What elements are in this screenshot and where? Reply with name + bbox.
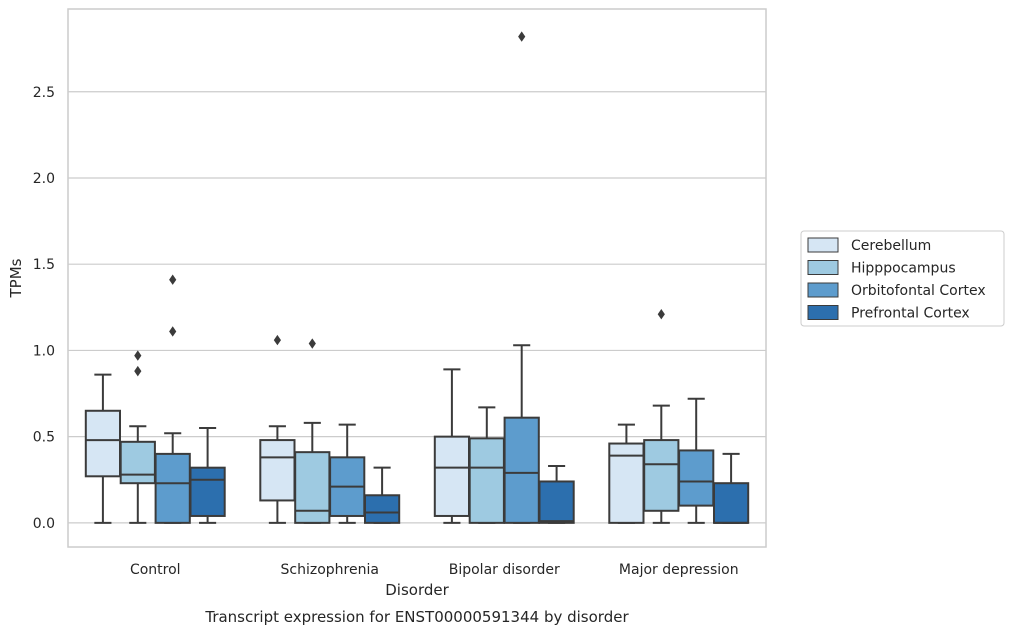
box-iqr [538,480,575,524]
plot-area-frame [67,8,767,548]
legend-frame [800,230,1005,327]
box-cerebellum [84,373,122,524]
y-tick-label: 2.5 [33,85,55,101]
outlier-point [134,365,142,377]
legend-swatch [807,305,839,320]
box-orbitofontal-cortex [503,31,540,524]
box-iqr [363,494,401,524]
box-orbitofontal-cortex [154,274,191,524]
y-tick-label: 2.0 [33,171,55,187]
outlier-point [169,274,177,285]
box-cerebellum [608,423,645,524]
legend-swatch [807,237,839,253]
y-tick-label: 0.0 [33,516,55,532]
box-iqr [154,452,191,524]
box-iqr [643,439,680,512]
legend-swatch [807,260,839,275]
outlier-point [657,309,665,320]
legend-label: Prefrontal Cortex [851,306,970,322]
outlier-point [518,31,526,42]
x-tick-label: Bipolar disorder [449,562,560,578]
box-hipppocampus [468,406,505,524]
y-tick-label: 1.5 [33,257,55,273]
box-cerebellum [433,368,471,524]
legend-swatch [807,282,839,298]
box-iqr [189,466,226,517]
grid-lines [68,91,766,524]
box-orbitofontal-cortex [678,397,715,524]
box-hipppocampus [643,309,680,524]
box-hipppocampus [119,350,156,524]
outlier-point [134,350,142,361]
box-prefrontal-cortex [363,466,401,524]
box-iqr [294,451,331,524]
box-iqr [259,439,296,502]
legend: Cerebellum Hipppocampus Orbitofontal Corte… [800,230,1005,327]
box-prefrontal-cortex [538,464,575,524]
y-tick-label: 0.5 [33,430,55,446]
x-axis-ticks: Control Schizophrenia Bipolar disorder Majo… [130,562,739,578]
box-iqr [712,482,750,524]
outlier-point [273,334,281,346]
box-iqr [503,416,540,524]
box-iqr [84,409,122,478]
boxes [84,31,750,524]
outlier-point [169,326,177,337]
box-iqr [678,449,715,507]
box-hipppocampus [294,338,331,524]
y-tick-label: 1.0 [33,343,55,359]
legend-label: Orbitofontal Cortex [851,283,986,299]
legend-label: Hipppocampus [851,261,956,277]
y-axis-title: TPMs [7,258,25,298]
x-axis-title: Disorder [385,581,449,599]
box-prefrontal-cortex [189,427,226,524]
x-tick-label: Control [130,562,181,578]
box-iqr [468,437,505,524]
y-axis-ticks: 0.0 0.5 1.0 1.5 2.0 2.5 [33,85,55,532]
x-tick-label: Major depression [619,562,739,578]
outlier-point [308,338,316,349]
box-orbitofontal-cortex [329,423,366,524]
legend-label: Cerebellum [851,238,931,254]
box-iqr [119,440,156,485]
figure-caption: Transcript expression for ENST0000059134… [204,608,629,626]
box-iqr [433,435,471,517]
box-prefrontal-cortex [712,452,750,524]
x-tick-label: Schizophrenia [281,562,379,578]
box-cerebellum [259,334,296,524]
